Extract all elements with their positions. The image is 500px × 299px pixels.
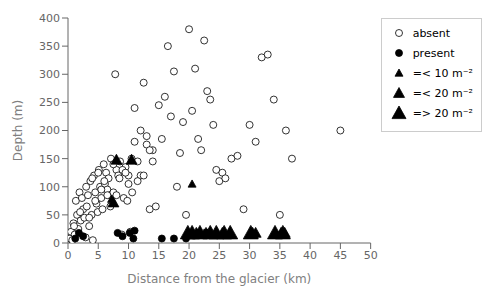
svg-text:50: 50 [364, 249, 378, 262]
svg-text:100: 100 [39, 181, 60, 194]
svg-text:Distance from the glacier (km): Distance from the glacier (km) [127, 272, 311, 286]
svg-text:5: 5 [95, 249, 102, 262]
svg-text:10: 10 [122, 249, 136, 262]
svg-text:45: 45 [333, 249, 347, 262]
svg-text:35: 35 [273, 249, 287, 262]
svg-text:350: 350 [39, 40, 60, 53]
svg-text:300: 300 [39, 68, 60, 81]
svg-text:0: 0 [53, 237, 60, 250]
svg-text:25: 25 [212, 249, 226, 262]
svg-text:150: 150 [39, 153, 60, 166]
svg-text:50: 50 [46, 209, 60, 222]
svg-text:0: 0 [65, 249, 72, 262]
svg-text:200: 200 [39, 124, 60, 137]
svg-text:15: 15 [152, 249, 166, 262]
html-text:=< 10 m⁻²: =< 10 m⁻² [412, 66, 473, 80]
html-text:absent: absent [412, 26, 451, 40]
html-text:present: present [412, 46, 455, 60]
svg-text:Depth (m): Depth (m) [11, 100, 25, 161]
svg-text:20: 20 [182, 249, 196, 262]
html-text:=> 20 m⁻²: => 20 m⁻² [412, 106, 473, 120]
svg-text:30: 30 [243, 249, 257, 262]
svg-text:250: 250 [39, 96, 60, 109]
html-text:=< 20 m⁻²: =< 20 m⁻² [412, 86, 473, 100]
svg-text:40: 40 [303, 249, 317, 262]
svg-text:400: 400 [39, 12, 60, 25]
